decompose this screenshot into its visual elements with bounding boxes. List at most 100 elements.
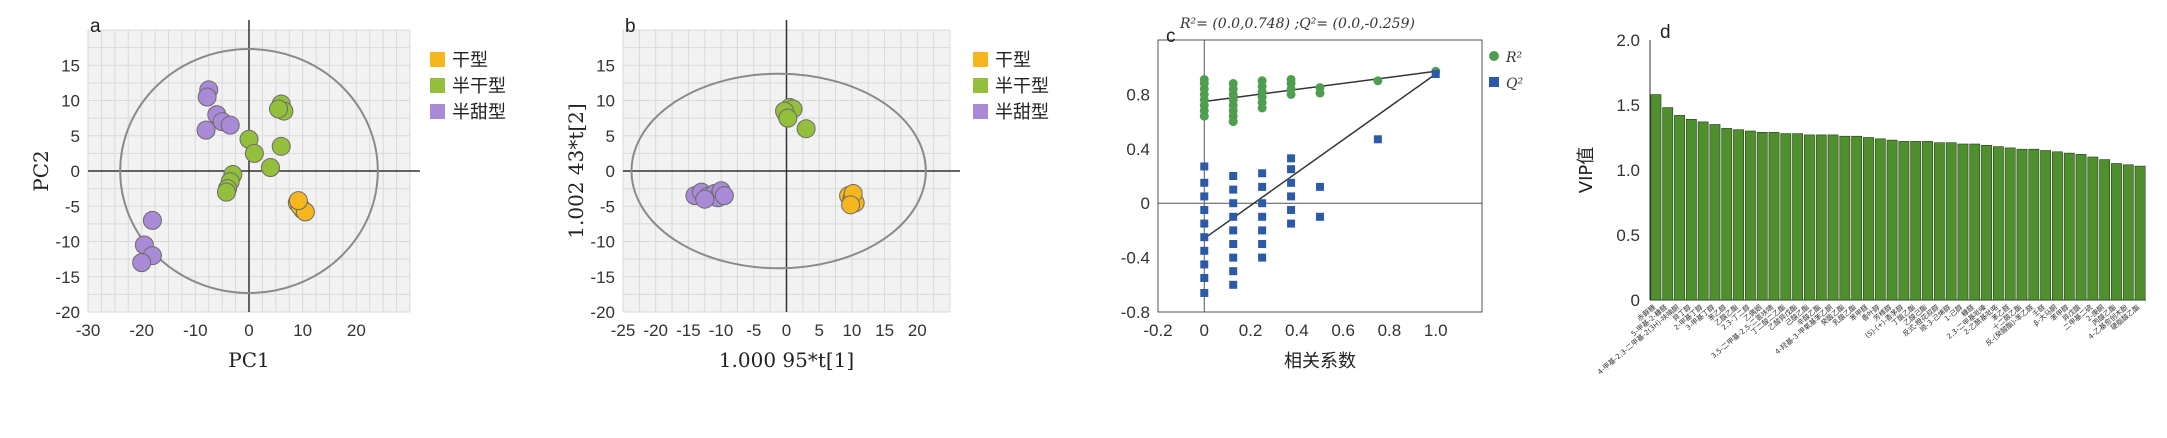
- data-point: [196, 120, 216, 140]
- data-point: [1200, 219, 1209, 228]
- data-point: [288, 191, 308, 211]
- x-tick-label: 0.8: [1378, 321, 1402, 340]
- vip-bar: [1827, 134, 1839, 301]
- y-axis-label: 1.002 43*t[2]: [564, 103, 588, 238]
- panel-b: -25 -20 -15 -10 -5 0 5 10 15 20 15 10 5 0 -5 -10 -15 -20 1…: [555, 0, 1080, 438]
- data-point: [1258, 240, 1267, 248]
- x-tick-label: 0.6: [1331, 321, 1355, 340]
- y-tick-label: -15: [55, 268, 80, 287]
- y-tick-label: 10: [61, 92, 80, 111]
- permutation-test-plot: -0.2 0 0.2 0.4 0.6 0.8 1.0 0.8 0.4 0 -0.4 -0.8 相关系数 R…: [1121, 16, 1524, 372]
- y-tick-label: 5: [606, 127, 615, 146]
- x-tick-label: -10: [709, 321, 734, 340]
- vip-bar: [2111, 163, 2122, 301]
- vip-bar: [1922, 141, 1933, 301]
- x-tick-label: 15: [875, 321, 894, 340]
- y-tick-label: 10: [596, 92, 615, 111]
- data-point: [1258, 199, 1267, 208]
- data-point: [1200, 288, 1209, 297]
- vip-bar: [2040, 150, 2052, 301]
- data-point: [1431, 70, 1440, 78]
- fit-line: [1203, 73, 1437, 240]
- data-point: [1287, 219, 1296, 228]
- vip-bar: [1792, 133, 1804, 301]
- confidence-ellipse: [119, 48, 379, 294]
- legend-swatch: [973, 78, 988, 93]
- y-tick-label: 1.0: [1616, 161, 1640, 180]
- legend-label: 半甜型: [995, 102, 1049, 123]
- data-point: [1229, 240, 1238, 248]
- y-tick-label: -20: [590, 303, 615, 322]
- y-tick-label: -5: [65, 197, 80, 216]
- legend-label: 半甜型: [452, 102, 506, 123]
- x-tick-label: 20: [347, 321, 366, 340]
- data-point: [1229, 185, 1238, 194]
- vip-bar: [2052, 151, 2063, 301]
- x-tick-label: 1.0: [1424, 321, 1448, 340]
- x-tick-label: -20: [129, 321, 154, 340]
- data-point: [1229, 226, 1238, 235]
- y-tick-label: 0.4: [1126, 140, 1150, 159]
- vip-bar: [1851, 135, 1863, 301]
- x-tick-label: -0.2: [1143, 321, 1172, 340]
- legend-swatch: [430, 78, 445, 93]
- y-tick-label: 0: [1141, 194, 1150, 213]
- x-tick-label: -25: [611, 321, 636, 340]
- data-point: [271, 136, 291, 156]
- pca-t-score-plot: -25 -20 -15 -10 -5 0 5 10 15 20151050-5-10-15-201…: [564, 16, 1049, 372]
- data-point: [1200, 274, 1209, 282]
- x-tick-label: 4-甲基-2,3-二甲基-2(3H)-呋喃酮: [1595, 303, 1680, 377]
- data-point: [244, 143, 264, 163]
- x-tick-label: 10: [842, 321, 861, 340]
- y-tick-label: 0.5: [1616, 226, 1640, 245]
- panel-d: 2.0 1.5 1.0 0.5 0 赤藓糖 5-甲基-2-糠醛 4-甲基-2,3-二甲基-2(…: [1560, 0, 2160, 438]
- vip-bar: [2016, 148, 2028, 301]
- x-tick-label: 10: [293, 321, 312, 340]
- y-tick-label: -20: [55, 303, 80, 322]
- plot-frame: [1157, 39, 1483, 313]
- data-point: [714, 186, 734, 206]
- data-point: [695, 189, 715, 209]
- data-point: [1315, 83, 1325, 93]
- data-point: [220, 115, 240, 135]
- data-point: [1287, 165, 1296, 174]
- vip-bar: [1685, 119, 1697, 301]
- vip-bar: [2122, 164, 2134, 301]
- legend-label: 半干型: [452, 76, 506, 97]
- pca-score-plot: -30 -20 -10 0 10 20151050-5-10-15-20PC1PC2a干型…: [29, 16, 506, 372]
- data-point: [1229, 212, 1238, 221]
- data-point: [197, 87, 217, 107]
- x-tick-label: 5: [814, 321, 823, 340]
- vip-bar: [1768, 132, 1780, 301]
- data-point: [1200, 260, 1209, 269]
- vip-bar: [1945, 142, 1957, 301]
- x-tick-label: -20: [643, 321, 668, 340]
- vip-bar: [2028, 148, 2040, 301]
- vip-bar: [1981, 145, 1992, 301]
- y-tick-label: 0: [1631, 291, 1640, 310]
- y-tick-label: 0: [71, 162, 80, 181]
- data-point: [796, 119, 816, 139]
- legend-marker: [1489, 77, 1499, 87]
- data-point: [1229, 253, 1238, 262]
- vip-bar: [1886, 139, 1898, 301]
- vip-bar: [2134, 165, 2146, 301]
- data-point: [269, 99, 289, 119]
- x-tick-label: 20: [908, 321, 927, 340]
- legend-swatch: [973, 52, 988, 67]
- vip-bar: [1650, 94, 1662, 301]
- data-point: [1200, 246, 1209, 255]
- legend-swatch: [430, 104, 445, 119]
- x-tick-label: -10: [183, 321, 208, 340]
- y-tick-label: -5: [600, 197, 615, 216]
- vip-bar: [1898, 141, 1910, 301]
- y-tick-label: 0.8: [1126, 85, 1150, 104]
- y-tick-label: 15: [596, 56, 615, 75]
- data-point: [1258, 169, 1267, 178]
- vip-bar: [2099, 159, 2111, 301]
- legend-label: 半干型: [995, 76, 1049, 97]
- data-point: [216, 182, 236, 202]
- data-point: [1228, 79, 1238, 89]
- annotation: R²= (0.0,0.748) ;Q²= (0.0,-0.259): [1179, 16, 1415, 32]
- vip-bar: [1815, 134, 1827, 301]
